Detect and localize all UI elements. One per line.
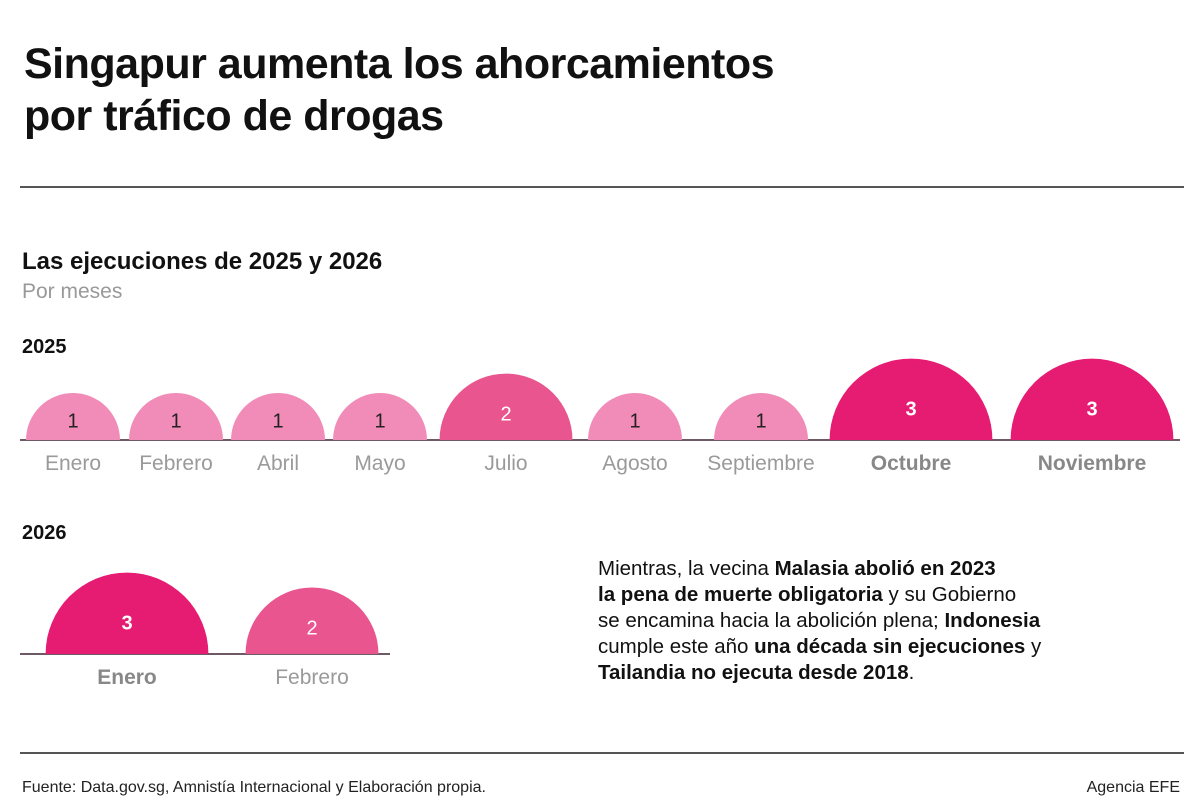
- note-segment: Tailandia no ejecuta desde 2018: [598, 661, 909, 684]
- bottom-divider: [20, 752, 1184, 754]
- value-label: 1: [374, 411, 385, 433]
- chart-2026: 3 Enero 2 Febrero: [20, 572, 390, 689]
- source-text: Fuente: Data.gov.sg, Amnistía Internacio…: [22, 779, 486, 796]
- page-title: Singapur aumenta los ahorcamientos por t…: [24, 38, 775, 142]
- month-label: Febrero: [275, 666, 349, 689]
- title-line-2: por tráfico de drogas: [24, 92, 444, 140]
- top-divider: [20, 186, 1184, 188]
- year-label-2026: 2026: [22, 522, 67, 544]
- year-label-2025: 2025: [22, 336, 67, 358]
- month-label: Abril: [257, 452, 299, 475]
- value-label: 2: [306, 618, 317, 640]
- note-text: Mientras, la vecina Malasia abolió en 20…: [598, 556, 1158, 686]
- month-label: Febrero: [139, 452, 213, 475]
- value-label: 3: [905, 399, 916, 421]
- month-label: Enero: [97, 666, 157, 689]
- bubble-agosto: [588, 393, 682, 440]
- bubble-septiembre: [714, 393, 808, 440]
- bubble-julio: [439, 373, 573, 440]
- bubble-febrero: [129, 393, 223, 440]
- note-segment: Malasia abolió en 2023: [774, 557, 996, 580]
- month-label: Septiembre: [707, 452, 814, 475]
- bubble-abril: [231, 393, 325, 440]
- bubble-enero: [26, 393, 120, 440]
- value-label: 1: [755, 411, 766, 433]
- month-label: Enero: [45, 452, 101, 475]
- value-label: 2: [500, 404, 511, 426]
- value-label: 3: [1086, 399, 1097, 421]
- value-label: 1: [67, 411, 78, 433]
- month-label: Agosto: [602, 452, 667, 475]
- value-label: 1: [629, 411, 640, 433]
- note-segment: se encamina hacia la abolición plena;: [598, 609, 945, 632]
- month-label: Julio: [484, 452, 527, 475]
- value-label: 3: [121, 613, 132, 635]
- value-label: 1: [272, 411, 283, 433]
- month-label: Octubre: [871, 452, 952, 475]
- bubble-febrero: [245, 587, 379, 654]
- bubble-enero: [45, 572, 209, 654]
- bubble-octubre: [829, 358, 993, 440]
- month-label: Mayo: [354, 452, 405, 475]
- chart-subtitle: Por meses: [22, 280, 123, 303]
- chart-title: Las ejecuciones de 2025 y 2026: [22, 248, 383, 275]
- bubble-mayo: [333, 393, 427, 440]
- agency-credit: Agencia EFE: [1086, 779, 1180, 796]
- note-segment: una década sin ejecuciones: [754, 635, 1026, 658]
- note-segment: y: [1025, 635, 1042, 658]
- month-label: Noviembre: [1038, 452, 1147, 475]
- note-segment: Mientras, la vecina: [598, 557, 775, 580]
- title-line-1: Singapur aumenta los ahorcamientos: [24, 40, 775, 88]
- note-segment: Indonesia: [944, 609, 1041, 632]
- value-label: 1: [170, 411, 181, 433]
- note-segment: y su Gobierno: [882, 583, 1017, 606]
- bubble-noviembre: [1010, 358, 1174, 440]
- note-segment: cumple este año: [598, 635, 755, 658]
- note-segment: .: [908, 661, 915, 684]
- chart-2025: 1 Enero 1 Febrero 1 Abril 1 Mayo 2 Julio 1 Agosto 1 S…: [20, 358, 1180, 475]
- note-segment: la pena de muerte obligatoria: [598, 583, 883, 606]
